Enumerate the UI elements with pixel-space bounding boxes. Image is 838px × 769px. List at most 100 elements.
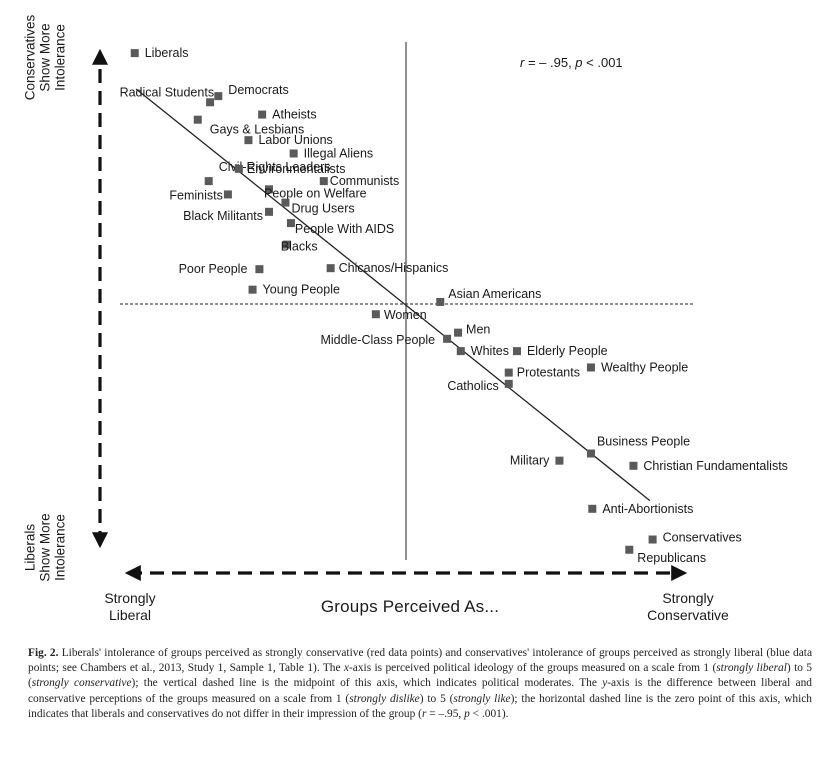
data-point: Military [510,454,564,468]
point-marker [371,310,380,319]
y-label-bottom: Liberals Show More Intolerance [23,483,68,613]
point-label: Middle-Class People [320,333,435,347]
figure-caption: Fig. 2. Liberals' intolerance of groups … [28,646,812,722]
r-value: = – .95, [524,55,576,70]
caption-y-symbol: y [602,677,608,690]
data-point: Gays & Lesbians [193,115,305,137]
point-marker [504,368,513,377]
data-point: Asian Americans [436,287,541,306]
point-label: Gays & Lesbians [210,123,305,137]
data-point: Middle-Class People [320,333,452,347]
caption-x-symbol: x [343,662,349,675]
x-label-right-line-2: Conservative [647,607,729,623]
point-marker [289,149,298,158]
point-marker [130,49,139,58]
data-point: Wealthy People [586,360,688,374]
figure: Liberals Radical Students Democrats Atheist… [22,14,788,624]
point-marker [504,379,513,388]
point-marker [255,265,264,274]
y-label-top-line-1: Conservatives [22,14,38,101]
caption-text: -axis is perceived political ideology of… [348,662,717,675]
data-point: Catholics [447,379,513,393]
point-marker [282,240,291,249]
caption-text: = –.95, [426,707,465,720]
point-label: Catholics [447,379,498,393]
r-symbol: r [520,55,525,70]
point-marker [629,461,638,470]
point-label: Chicanos/Hispanics [339,261,449,275]
regression-line [135,88,651,502]
caption-text: ); the horizontal dashed line is the zer… [28,692,812,720]
point-marker [436,297,445,306]
point-marker [326,264,335,273]
caption-fig-label: Fig. 2. [28,647,59,659]
point-label: Blacks [281,240,318,254]
point-label: Democrats [228,83,288,97]
point-marker [586,449,595,458]
y-label-bottom-line-3: Intolerance [52,514,68,581]
data-point: Black Militants [183,207,273,223]
data-point: Drug Users [281,198,355,216]
point-label: Civil-Rights Leaders [219,160,331,174]
point-label: People on Welfare [264,186,367,200]
point-label: Republicans [637,551,706,565]
p-symbol: p [575,55,583,70]
point-label: Feminists [169,188,222,202]
x-label-left-line-1: Strongly [104,590,156,606]
point-label: Illegal Aliens [304,146,374,160]
data-point: Chicanos/Hispanics [326,261,449,275]
point-marker [258,110,267,119]
data-point: People With AIDS [286,219,394,236]
caption-strongly-liberal: strongly liberal [716,662,787,675]
point-marker [244,136,253,145]
point-label: Military [510,454,550,468]
caption-text: -axis is the difference between liberal … [28,677,812,705]
point-marker [588,504,597,513]
point-marker [456,347,465,356]
caption-p-symbol: p [464,707,470,720]
point-label: Labor Unions [258,133,332,147]
point-label: Atheists [272,108,316,122]
x-label-left-line-2: Liberal [108,607,152,623]
point-marker [625,545,634,554]
point-label: Men [466,323,490,337]
x-label-left: Strongly Liberal [90,590,170,624]
point-label: Environmentalists [247,162,346,176]
data-point: Labor Unions [244,133,333,147]
point-marker [512,347,521,356]
point-marker [204,177,213,186]
data-point: Elderly People [512,344,608,358]
caption-strongly-conservative: strongly conservative [31,677,132,690]
point-label: Conservatives [663,531,742,545]
caption-strongly-dislike: strongly dislike [349,692,420,705]
data-point: Poor People [179,262,264,276]
data-point: Feminists [169,188,232,202]
data-point: Business People [586,435,690,458]
data-point: Radical Students [120,85,215,107]
point-label: Wealthy People [601,360,688,374]
data-point: Christian Fundamentalists [629,459,788,473]
point-label: Women [384,308,427,322]
point-label: Whites [471,344,509,358]
caption-text: ) to 5 ( [28,662,812,690]
data-point: Liberals [130,46,189,60]
caption-r-symbol: r [421,707,427,720]
point-marker [454,328,463,337]
y-label-top-line-3: Intolerance [52,24,68,91]
caption-text: ); the vertical dashed line is the midpo… [131,677,603,690]
point-label: Liberals [145,46,189,60]
data-point: Young People [248,283,340,297]
caption-text: < .001). [469,707,509,720]
data-point: Men [454,323,490,337]
data-point: Environmentalists [234,162,346,176]
point-marker [214,92,223,101]
point-label: Black Militants [183,209,263,223]
point-marker [443,334,452,343]
data-point: Blacks [281,240,318,254]
point-label: Drug Users [291,202,354,216]
point-label: Christian Fundamentalists [643,459,788,473]
point-marker [586,363,595,372]
data-point: Communists [319,174,399,188]
p-value: < .001 [582,55,623,70]
data-point: Democrats [214,83,289,101]
